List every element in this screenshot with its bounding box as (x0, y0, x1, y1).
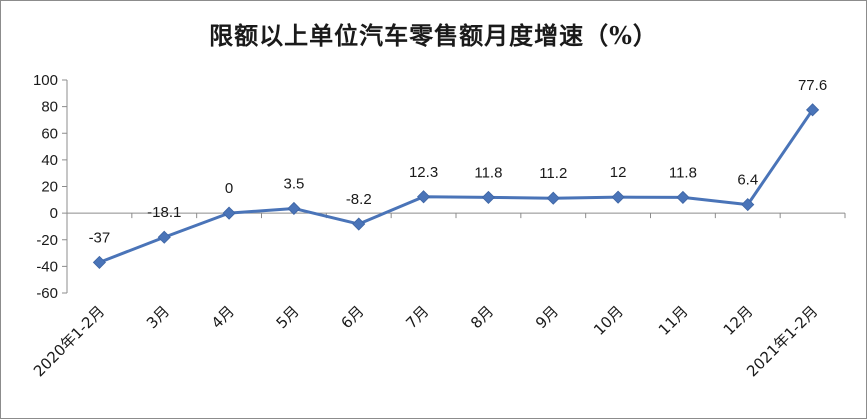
y-tick-label: 0 (50, 205, 58, 222)
x-tick-label: 11月 (655, 302, 692, 339)
data-label: 11.8 (474, 164, 502, 181)
data-point (676, 190, 690, 204)
data-label: 12.3 (409, 164, 438, 181)
data-label: 77.6 (798, 77, 827, 94)
x-tick-labels: 2020年1-2月 3月 4月 5月 6月 7月 8月 9月 10月 11月 12月2021年1-2… (30, 302, 821, 380)
data-point (481, 190, 495, 204)
y-tick-label: 40 (41, 152, 58, 169)
y-tick-label: 60 (41, 125, 58, 142)
data-label: 3.5 (283, 175, 304, 192)
data-label: 0 (225, 180, 233, 197)
x-tick-label: 9月 (532, 302, 562, 332)
y-tick-label: 80 (41, 99, 58, 116)
data-point (546, 191, 560, 205)
data-point (611, 190, 625, 204)
data-point (352, 217, 366, 231)
data-label: -37 (89, 229, 111, 246)
data-label: 6.4 (737, 172, 758, 189)
series-line-path (98, 108, 814, 264)
x-tick-label: 3月 (143, 302, 173, 332)
y-tick-label: 20 (41, 179, 58, 196)
x-tick-label: 12月 (720, 302, 757, 339)
y-tick-label: 100 (33, 72, 58, 89)
data-point (92, 255, 106, 269)
data-point (222, 206, 236, 220)
y-tick-label: -40 (36, 258, 58, 275)
data-point (806, 103, 820, 117)
data-points (92, 103, 820, 269)
x-tick-label: 4月 (208, 302, 238, 332)
x-tick-label: 7月 (402, 302, 432, 332)
y-tick-label: -20 (36, 232, 58, 249)
y-tick-label: -60 (36, 285, 58, 302)
x-tick-label: 6月 (337, 302, 367, 332)
x-tick-label: 2020年1-2月 (30, 302, 108, 380)
axes (62, 79, 846, 294)
x-tick-label: 8月 (467, 302, 497, 332)
data-label: -18.1 (147, 204, 181, 221)
series-line (98, 108, 814, 264)
x-tick-label: 10月 (590, 302, 627, 339)
data-label: -8.2 (346, 191, 372, 208)
data-point (417, 190, 431, 204)
data-point (741, 198, 755, 212)
data-label: 11.2 (539, 165, 567, 182)
data-label: 11.8 (669, 164, 697, 181)
data-labels: -37 -18.1 0 3.5 -8.2 12.3 11.8 11.2 12 11.8 6.4 77.… (89, 77, 828, 247)
data-point (287, 201, 301, 216)
chart-title: 限额以上单位汽车零售额月度增速（%） (209, 21, 658, 50)
data-label: 12 (610, 164, 627, 181)
data-point (157, 230, 171, 244)
y-tick-labels: 100 80 60 40 20 0 -20 -40 -60 (33, 72, 58, 302)
x-tick-label: 5月 (273, 302, 303, 332)
